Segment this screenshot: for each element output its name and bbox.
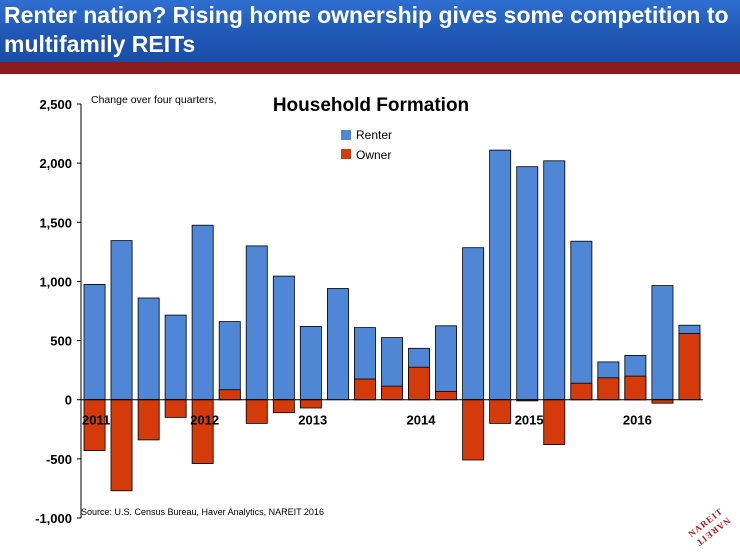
bar-owner — [245, 399, 268, 424]
y-tick-label: -500 — [46, 452, 72, 467]
bar-renter — [137, 297, 160, 401]
chart-source: Source: U.S. Census Bureau, Haver Analyt… — [81, 507, 324, 517]
bar-owner — [299, 399, 322, 409]
bar-owner — [489, 399, 512, 424]
y-tick-label: 2,000 — [39, 156, 72, 171]
bar-renter — [110, 240, 133, 401]
bar-renter — [272, 275, 295, 401]
x-year-label: 2015 — [515, 413, 544, 428]
bar-owner — [164, 399, 187, 418]
x-year-label: 2014 — [407, 413, 437, 428]
y-tick-label: 1,500 — [39, 215, 72, 230]
bar-owner — [570, 382, 593, 401]
bar-renter — [83, 283, 106, 401]
y-tick-label: 500 — [50, 334, 72, 349]
bar-owner — [678, 333, 701, 401]
bar-renter — [164, 314, 187, 401]
bar-owner — [272, 399, 295, 414]
chart-title: Household Formation — [273, 95, 469, 116]
bar-renter — [543, 160, 566, 401]
bar-renter — [326, 288, 349, 401]
bar-owner — [191, 399, 214, 465]
bar-renter — [191, 224, 214, 401]
legend: Renter Owner — [341, 128, 392, 162]
bar-renter — [218, 321, 241, 401]
bar-owner — [408, 366, 431, 401]
legend-label-owner: Owner — [356, 148, 391, 162]
x-year-label: 2011 — [82, 413, 110, 428]
slide-title: Renter nation? Rising home ownership giv… — [4, 2, 729, 57]
bar-renter — [489, 149, 512, 401]
x-year-label: 2013 — [298, 413, 327, 428]
bar-owner — [651, 399, 674, 404]
legend-swatch-owner — [341, 149, 351, 159]
legend-label-renter: Renter — [356, 128, 392, 142]
chart-subtitle: Change over four quarters, — [91, 94, 217, 106]
banner-stripe — [0, 62, 740, 74]
y-tick-label: 0 — [65, 393, 72, 408]
y-axis: -1,000 -500 0 500 1,000 1,500 2,000 2,500 — [35, 97, 82, 526]
bar-renter — [516, 166, 539, 401]
bar-renter — [462, 247, 485, 401]
y-tick-label: 1,000 — [39, 274, 72, 289]
x-axis-labels: 2011 2012 2013 2014 2015 2016 — [82, 413, 652, 428]
bar-owner — [137, 399, 160, 441]
x-year-label: 2012 — [190, 413, 219, 428]
bar-renter — [245, 245, 268, 401]
bar-renter — [299, 325, 322, 401]
legend-swatch-renter — [341, 130, 351, 140]
bar-renter — [435, 325, 458, 401]
title-banner: Renter nation? Rising home ownership giv… — [0, 0, 740, 62]
y-tick-label: -1,000 — [35, 511, 72, 526]
bar-owner — [353, 378, 376, 401]
bar-owner — [543, 399, 566, 446]
bars — [83, 149, 701, 492]
bar-owner — [624, 375, 647, 401]
bar-owner — [597, 377, 620, 401]
y-tick-label: 2,500 — [39, 97, 72, 112]
nareit-logo-icon: NAREIT NAREIT — [688, 508, 732, 548]
bar-owner — [462, 399, 485, 461]
x-year-label: 2016 — [623, 413, 652, 428]
bar-renter — [651, 285, 674, 401]
bar-owner — [381, 385, 404, 401]
bar-owner — [435, 390, 458, 401]
bar-owner — [110, 399, 133, 492]
bar-renter — [570, 240, 593, 401]
bar-owner — [218, 389, 241, 401]
